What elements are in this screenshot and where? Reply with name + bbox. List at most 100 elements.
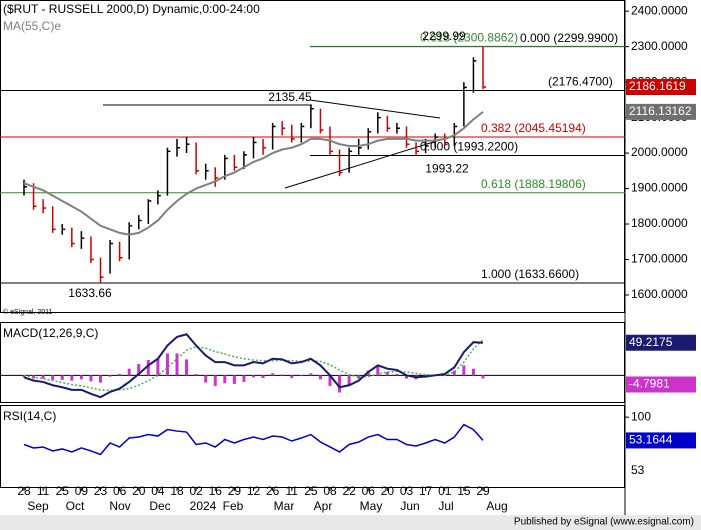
y-tick-label: 1800.0000 [631, 216, 688, 230]
histogram-bar [89, 375, 93, 382]
histogram-bar [232, 375, 236, 384]
histogram-bar [328, 375, 332, 386]
y-tick-label: 1700.0000 [631, 252, 688, 266]
rsi-line [23, 423, 484, 456]
trendline [309, 99, 441, 119]
value-tag [626, 103, 696, 120]
histogram-bar [223, 375, 227, 384]
histogram-bar [99, 375, 102, 383]
histogram-bar [22, 375, 26, 378]
histogram-bar [452, 370, 456, 376]
histogram-bar [175, 353, 179, 376]
histogram-bar [299, 375, 303, 376]
level-label: 0.618 (1888.19806) [481, 177, 586, 191]
histogram-bar [108, 375, 112, 377]
x-tick-label: 26 [266, 484, 280, 498]
month-label: May [360, 499, 383, 513]
x-tick-label: 03 [400, 484, 414, 498]
x-tick-label: 06 [113, 484, 127, 498]
x-tick-label: 20 [381, 484, 395, 498]
month-label: Jun [400, 499, 419, 513]
histogram-bar [481, 375, 485, 379]
month-label: Nov [109, 499, 130, 513]
ma-legend: MA(55,C)e [3, 19, 61, 33]
value-tag [626, 334, 696, 351]
histogram-bar [357, 375, 361, 379]
footer: Published by eSignal (www.esignal.com) [514, 517, 694, 528]
month-label: Feb [223, 499, 244, 513]
pivot-label: 1993.22 [425, 162, 469, 176]
level-label: 1.000 (1633.6600) [481, 267, 579, 281]
histogram-bar [51, 375, 55, 380]
x-tick-label: 22 [342, 484, 356, 498]
value-tag [626, 79, 696, 96]
x-tick-label: 04 [151, 484, 165, 498]
histogram-bar [41, 375, 45, 379]
level-label: 0.382 (2045.45194) [481, 121, 586, 135]
x-tick-label: 18 [170, 484, 184, 498]
histogram-bar [146, 360, 150, 376]
x-tick-label: 20 [132, 484, 146, 498]
level-label: (2176.4700) [548, 75, 613, 89]
rsi-title: RSI(14,C) [3, 409, 56, 423]
histogram-bar [242, 375, 246, 382]
x-tick-label: 28 [17, 484, 31, 498]
x-tick-label: 06 [362, 484, 376, 498]
histogram-bar [280, 374, 284, 376]
histogram-bar [338, 375, 342, 393]
x-tick-label: 11 [286, 484, 299, 498]
histogram-bar [471, 368, 475, 376]
histogram-bar [290, 375, 294, 378]
x-tick-label: 02 [189, 484, 203, 498]
value-tag-label: 53.1644 [629, 433, 673, 447]
histogram-bar [185, 359, 189, 376]
value-tag-label: 49.2175 [629, 335, 673, 349]
histogram-bar [462, 365, 466, 376]
value-tag [626, 376, 696, 393]
value-tag-label: 2116.13162 [629, 104, 692, 118]
histogram-bar [309, 373, 313, 376]
month-label: Aug [486, 499, 507, 513]
x-tick-label: 12 [247, 484, 261, 498]
histogram-bar [194, 373, 198, 376]
month-label: Sep [27, 499, 49, 513]
y-tick-label: 100 [631, 409, 651, 423]
x-tick-label: 25 [304, 484, 318, 498]
y-tick-label: 2000.0000 [631, 145, 688, 159]
histogram-bar [60, 375, 64, 380]
histogram-bar [261, 375, 265, 378]
histogram-bar [118, 373, 122, 376]
month-label: Mar [274, 499, 295, 513]
y-tick-label: 1900.0000 [631, 181, 688, 195]
x-tick-label: 09 [75, 484, 89, 498]
histogram-bar [204, 375, 208, 383]
macd-line [23, 333, 484, 399]
month-label: 2024 [190, 499, 217, 513]
level-label: 0.618 (2300.8862) [420, 30, 518, 44]
histogram-bar [137, 364, 141, 376]
histogram-bar [376, 366, 380, 376]
copyright: © eSignal, 2011 [3, 308, 53, 316]
month-label: Oct [66, 499, 85, 513]
month-label: Dec [149, 499, 170, 513]
month-label: Jul [438, 499, 453, 513]
trendline [284, 139, 441, 189]
x-tick-label: 16 [209, 484, 223, 498]
histogram-bar [127, 368, 131, 376]
macd-title: MACD(12,26,9,C) [3, 326, 98, 340]
histogram-bar [395, 373, 399, 376]
histogram-bar [347, 375, 351, 386]
ma-line [23, 111, 484, 236]
histogram-bar [70, 375, 74, 381]
x-tick-label: 25 [56, 484, 70, 498]
x-tick-label: 01 [438, 484, 452, 498]
histogram-bar [405, 375, 408, 379]
histogram-bar [79, 375, 83, 380]
histogram-bar [165, 353, 169, 376]
x-tick-label: 23 [94, 484, 108, 498]
pivot-label: 2135.45 [268, 90, 312, 104]
pivot-label: 1633.66 [68, 286, 112, 300]
x-tick-label: 08 [323, 484, 337, 498]
